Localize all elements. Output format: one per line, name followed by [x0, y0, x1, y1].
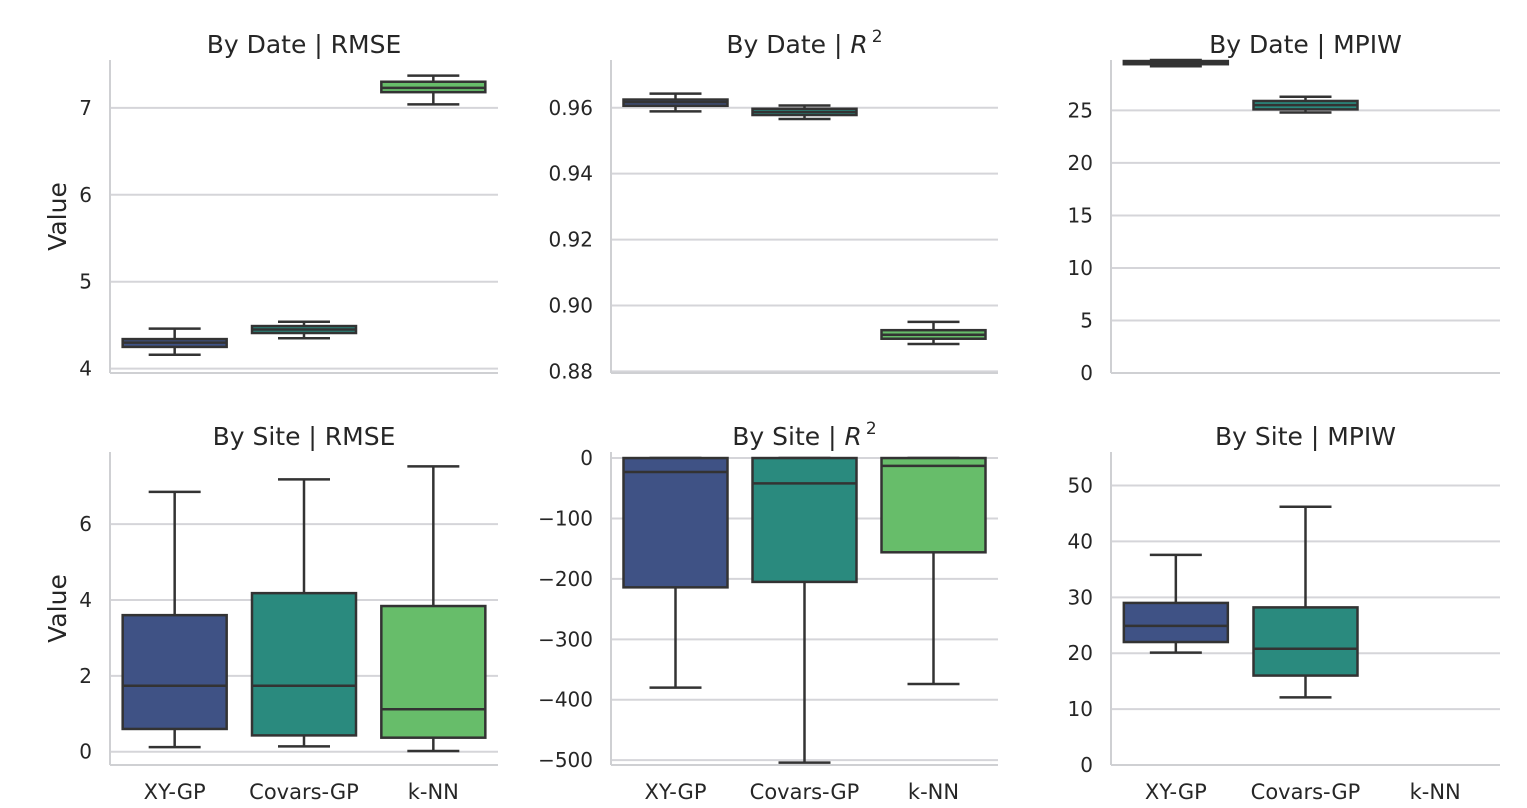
panel-6: 0 10 20 30 40 50 XY-GP Covars-GP k-NN By Site | M…: [1068, 422, 1500, 804]
y-tick-label: 0.92: [548, 228, 593, 252]
box-xy-gp: [1122, 553, 1230, 654]
iqr-box: [380, 604, 487, 739]
y-axis-label: Value: [43, 182, 72, 251]
y-tick-label: 25: [1068, 98, 1093, 122]
y-tick-label: 30: [1068, 585, 1093, 609]
y-tick-label: 50: [1068, 474, 1093, 498]
box-xy-gp: [121, 327, 228, 356]
box-k-nn: [880, 320, 987, 346]
box-k-nn: [380, 465, 487, 753]
y-axis-label: Value: [43, 574, 72, 643]
box-xy-gp: [1122, 58, 1230, 68]
box-xy-gp: [121, 490, 228, 749]
box-covars-gp: [751, 456, 858, 764]
iqr-box: [622, 456, 729, 589]
y-tick-label: −200: [538, 567, 593, 591]
panel-5: 0 −100 −200 −300 −400 −500 XY-GP Covars-GP k-NN B…: [538, 419, 998, 804]
y-tick-label: −500: [538, 748, 593, 772]
x-tick-label: XY-GP: [144, 780, 206, 804]
iqr-box: [121, 613, 228, 731]
y-tick-label: 0: [1080, 361, 1093, 385]
x-tick-label: Covars-GP: [1251, 780, 1361, 804]
panel-4: 0 2 4 6 XY-GP Covars-GP k-NN By Site | RMSE Valu…: [43, 422, 498, 804]
y-tick-label: −100: [538, 506, 593, 530]
y-tick-label: 2: [79, 664, 92, 688]
iqr-box: [880, 456, 987, 554]
y-tick-label: 10: [1068, 697, 1093, 721]
box-xy-gp: [622, 456, 729, 689]
y-tick-label: 5: [79, 270, 92, 294]
x-tick-label: XY-GP: [644, 780, 706, 804]
panel-title: By Date | RMSE: [207, 30, 402, 59]
y-tick-label: 0.94: [548, 162, 593, 186]
y-tick-label: 6: [79, 512, 92, 536]
x-tick-label: k-NN: [408, 780, 459, 804]
y-tick-label: −300: [538, 627, 593, 651]
box-covars-gp: [1252, 505, 1359, 699]
iqr-box: [1122, 601, 1230, 644]
y-tick-label: −400: [538, 688, 593, 712]
iqr-box: [250, 591, 358, 737]
x-tick-label: Covars-GP: [750, 780, 860, 804]
y-tick-label: 0: [79, 740, 92, 764]
panel-3: 0 5 10 15 20 25 By Date | MPIW: [1068, 30, 1500, 385]
y-tick-label: 0.90: [548, 293, 593, 317]
box-covars-gp: [250, 478, 358, 748]
y-tick-label: 4: [79, 588, 92, 612]
y-tick-label: 0.96: [548, 96, 593, 120]
box-k-nn: [380, 74, 487, 106]
x-tick-label: XY-GP: [1145, 780, 1207, 804]
box-covars-gp: [751, 104, 858, 121]
box-k-nn: [880, 456, 987, 686]
y-tick-label: 0: [580, 446, 593, 470]
panel-title: By Date | MPIW: [1209, 30, 1402, 59]
iqr-box: [1252, 606, 1359, 677]
iqr-box: [751, 456, 858, 584]
y-tick-label: 15: [1068, 203, 1093, 227]
box-covars-gp: [250, 320, 358, 340]
x-tick-label: k-NN: [1410, 780, 1461, 804]
panel-1: 4 5 6 7 By Date | RMSE Value: [43, 30, 498, 381]
y-tick-label: 6: [79, 183, 92, 207]
y-tick-label: 0: [1080, 753, 1093, 777]
panel-title: By Site | MPIW: [1215, 422, 1396, 451]
y-tick-label: 10: [1068, 256, 1093, 280]
y-tick-label: 5: [1080, 308, 1093, 332]
y-tick-label: 7: [79, 96, 92, 120]
y-tick-label: 40: [1068, 529, 1093, 553]
box-xy-gp: [622, 92, 729, 113]
panel-title: By Site | RMSE: [213, 422, 396, 451]
y-tick-label: 4: [79, 357, 92, 381]
y-tick-label: 20: [1068, 151, 1093, 175]
box-covars-gp: [1252, 95, 1359, 114]
x-tick-label: Covars-GP: [249, 780, 359, 804]
x-tick-label: k-NN: [908, 780, 959, 804]
y-tick-label: 20: [1068, 641, 1093, 665]
y-tick-label: 0.88: [548, 359, 593, 383]
